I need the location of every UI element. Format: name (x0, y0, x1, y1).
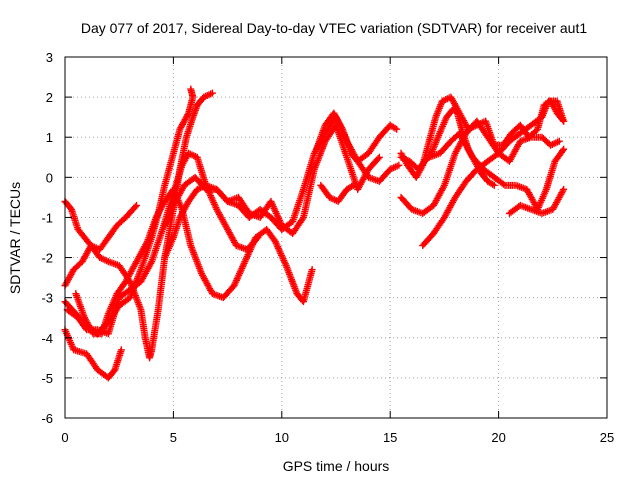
series-arc-1 (61, 326, 125, 382)
y-tick-label: 3 (46, 50, 53, 65)
y-tick-label: -5 (41, 371, 53, 386)
data-point (308, 266, 316, 274)
series-arc-14 (419, 97, 568, 250)
data-point (374, 155, 382, 163)
data-point (555, 137, 563, 145)
data-point (208, 89, 216, 97)
data-point (133, 201, 141, 209)
data-point (560, 145, 568, 153)
x-tick-label: 25 (600, 430, 614, 445)
series-arc-10 (317, 181, 357, 205)
axis-ticks: 0 5 10 15 20 25 -6 -5 -4 -3 -2 -1 0 1 2 3 (41, 50, 614, 445)
data-point (338, 124, 346, 132)
x-tick-label: 10 (275, 430, 289, 445)
series-arc-3 (61, 201, 141, 290)
data-point (490, 181, 498, 189)
chart-title: Day 077 of 2017, Sidereal Day-to-day VTE… (81, 20, 588, 36)
data-point (187, 85, 195, 93)
plot-frame (64, 56, 608, 419)
data-point (395, 161, 403, 169)
data-point (298, 215, 306, 223)
x-tick-label: 15 (383, 430, 397, 445)
series-arc-8 (161, 113, 403, 233)
data-point (500, 180, 508, 188)
y-tick-label: -4 (41, 331, 53, 346)
y-axis-label: SDTVAR / TECUs (7, 182, 23, 294)
data-point (375, 153, 383, 161)
y-tick-label: -1 (41, 210, 53, 225)
data-point (560, 185, 568, 193)
y-tick-label: 0 (46, 170, 53, 185)
data-point (184, 111, 192, 119)
y-tick-label: 2 (46, 90, 53, 105)
series-arc-15 (425, 129, 568, 213)
data-point (348, 182, 356, 190)
x-tick-label: 0 (61, 430, 68, 445)
x-tick-label: 5 (170, 430, 177, 445)
x-tick-label: 20 (491, 430, 505, 445)
data-point (117, 346, 125, 354)
data-point (131, 203, 139, 211)
y-tick-label: -6 (41, 411, 53, 426)
series-arc-16 (505, 185, 568, 217)
y-tick-label: -3 (41, 291, 53, 306)
data-point (393, 125, 401, 133)
data-point (391, 124, 399, 132)
series-arc-9 (312, 109, 401, 165)
data-point (349, 181, 357, 189)
x-axis-label: GPS time / hours (283, 458, 390, 474)
y-tick-label: 1 (46, 130, 53, 145)
data-point (560, 117, 568, 125)
data-point (489, 180, 497, 188)
series-arc-6 (72, 185, 316, 338)
data-points (61, 85, 568, 382)
y-tick-label: -2 (41, 251, 53, 266)
data-point (559, 147, 567, 155)
series-arc-13 (397, 117, 563, 217)
